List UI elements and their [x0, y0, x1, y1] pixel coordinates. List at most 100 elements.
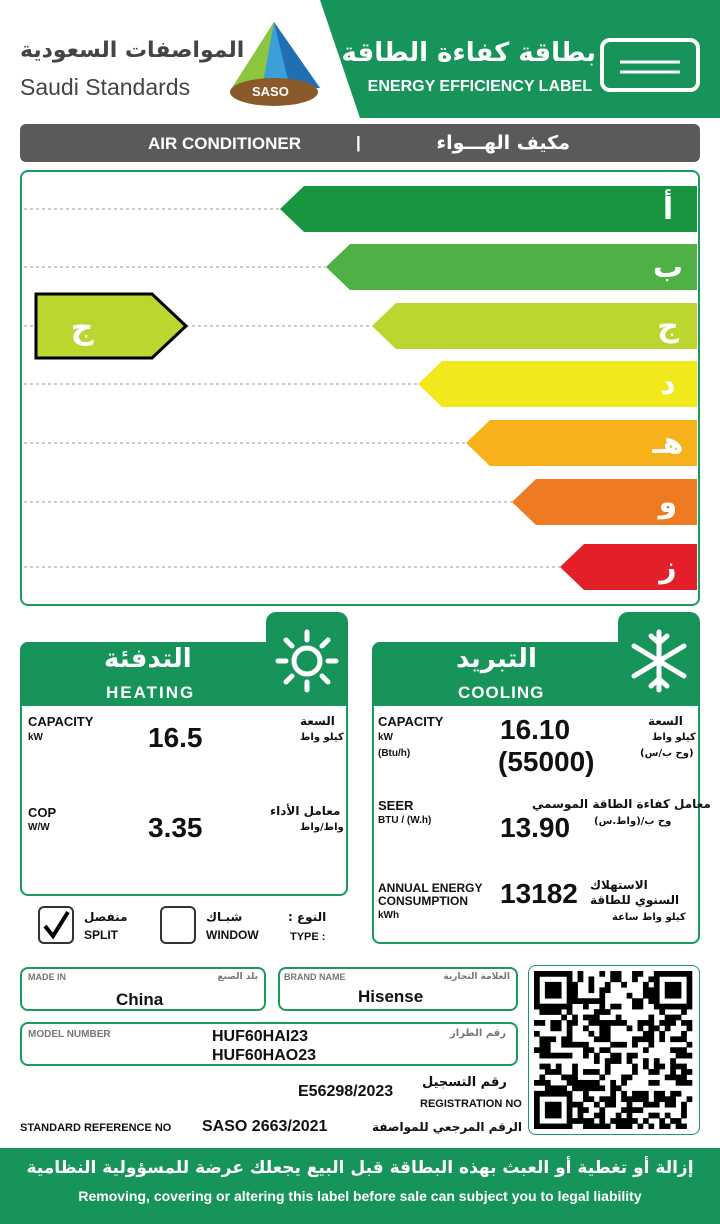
qr-module [604, 1063, 611, 1070]
qr-module [599, 1112, 606, 1119]
qr-module [621, 1123, 627, 1129]
window-checkbox [160, 906, 196, 944]
grade-arrow [372, 303, 697, 349]
qr-module [626, 1058, 633, 1064]
qr-module [670, 1069, 676, 1075]
qr-module [599, 1096, 606, 1103]
footer-en: Removing, covering or altering this labe… [78, 1188, 642, 1204]
qr-module [648, 992, 655, 999]
qr-module [577, 1041, 584, 1048]
qr-module [588, 1118, 595, 1124]
qr-module [544, 1052, 551, 1059]
qr-module [621, 981, 627, 988]
qr-module [599, 1003, 606, 1010]
qr-module [675, 1003, 682, 1010]
qr-module [637, 998, 644, 1004]
qr-module [615, 1014, 622, 1021]
qr-module [670, 1047, 676, 1054]
qr-module [610, 1058, 617, 1064]
qr-module [539, 1041, 546, 1048]
qr-module [632, 1107, 638, 1113]
grade-label: ز [657, 550, 676, 585]
rating-label: ج [70, 308, 94, 346]
qr-module [653, 1003, 660, 1010]
qr-module [599, 971, 606, 977]
qr-module [659, 1020, 666, 1026]
qr-module [621, 1118, 627, 1124]
qr-module [686, 976, 693, 983]
grade-label: و [657, 485, 678, 520]
qr-module [561, 1123, 567, 1129]
qr-module [588, 1085, 595, 1092]
qr-module [664, 981, 671, 988]
qr-module [539, 1003, 546, 1010]
qr-module [604, 1047, 611, 1054]
title-ar: بطاقة كفاءة الطاقة [341, 38, 596, 68]
qr-module [555, 1112, 562, 1119]
grade-label: ب [653, 250, 683, 285]
qr-module [577, 1079, 584, 1086]
qr-module [544, 1009, 551, 1015]
qr-module [686, 1041, 693, 1048]
qr-module [539, 1063, 546, 1070]
qr-module [599, 1118, 606, 1124]
qr-module [637, 971, 644, 977]
title-en: ENERGY EFFICIENCY LABEL [367, 78, 592, 95]
rating-arrow [34, 292, 189, 360]
qr-module [637, 1025, 644, 1032]
qr-module [561, 1085, 567, 1092]
qr-module [653, 1101, 660, 1108]
label: CAPACITY [28, 714, 94, 729]
qr-module [675, 971, 682, 977]
qr-module [610, 1085, 617, 1092]
qr-module [583, 1003, 589, 1010]
qr-module [588, 1030, 595, 1037]
qr-module [610, 971, 617, 977]
label-ar: رقم الطراز [450, 1028, 506, 1039]
qr-module [626, 1101, 633, 1108]
window-ar: شبـاك [206, 910, 243, 924]
qr-module [566, 1090, 573, 1097]
qr-module [664, 1003, 671, 1010]
qr-module [642, 1020, 649, 1026]
qr-module [577, 1118, 584, 1124]
qr-module [583, 1047, 589, 1054]
logo-en: Saudi Standards [20, 74, 191, 100]
qr-module [659, 1118, 666, 1124]
qr-module [659, 1003, 666, 1010]
qr-module [561, 1014, 567, 1021]
qr-module [583, 1085, 589, 1092]
qr-module [604, 1123, 611, 1129]
saso-logo: SASO [252, 84, 289, 99]
qr-module [670, 1020, 676, 1026]
qr-module [566, 998, 573, 1004]
qr-module [544, 1036, 551, 1043]
qr-module [610, 1090, 617, 1097]
qr-module [555, 971, 562, 977]
qr-module [653, 1112, 660, 1119]
qr-module [588, 981, 595, 988]
qr-module [670, 1074, 676, 1081]
qr-module [561, 1041, 567, 1048]
qr-module [566, 976, 573, 983]
qr-module [550, 981, 557, 988]
qr-module [583, 1025, 589, 1032]
qr-module [577, 976, 584, 983]
qr-module [626, 1052, 633, 1059]
qr-module [664, 1014, 671, 1021]
qr-module [588, 976, 595, 983]
qr-module [648, 1123, 655, 1129]
qr-module [686, 1096, 693, 1103]
registration-value: E56298/2023 [298, 1083, 394, 1100]
standard-label: STANDARD REFERENCE NO [20, 1122, 172, 1134]
check-mark [43, 910, 70, 940]
qr-module [555, 1090, 562, 1097]
qr-module [534, 1020, 540, 1026]
label: COP [28, 805, 57, 820]
qr-module [626, 1074, 633, 1081]
snowflake-icon [631, 629, 687, 693]
qr-module [642, 1118, 649, 1124]
qr-module [610, 1079, 617, 1086]
qr-module [555, 1052, 562, 1059]
qr-module [583, 1079, 589, 1086]
